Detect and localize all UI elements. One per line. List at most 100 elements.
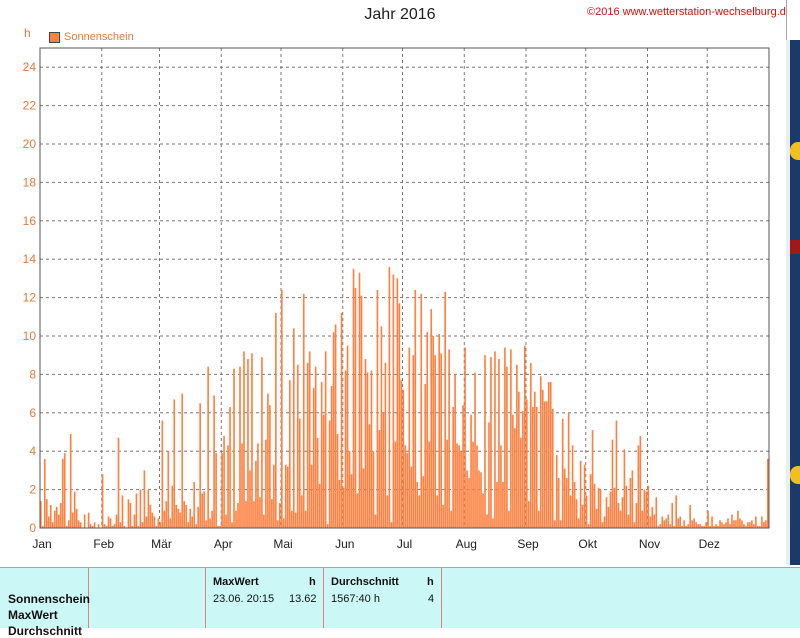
x-tick-label: Feb: [93, 537, 114, 551]
bar: [424, 384, 427, 528]
bar: [263, 514, 265, 528]
bar: [617, 503, 620, 528]
bar: [683, 520, 685, 528]
bar: [372, 451, 375, 528]
maxwert-value: 13.62: [289, 593, 317, 605]
x-tick-label: Okt: [578, 537, 597, 551]
bar: [765, 520, 767, 528]
bar: [298, 418, 301, 528]
bar: [699, 524, 701, 528]
bar: [418, 495, 421, 528]
bars: [40, 266, 769, 528]
bar: [269, 405, 271, 528]
bar: [480, 472, 482, 528]
bar: [283, 518, 285, 528]
bar: [543, 401, 546, 528]
bar: [633, 522, 636, 528]
bar: [587, 524, 590, 528]
y-tick-label: 22: [23, 99, 37, 113]
bar: [677, 518, 680, 528]
bar: [703, 526, 705, 528]
bar: [193, 481, 196, 528]
bar: [643, 489, 646, 528]
bar: [573, 481, 576, 528]
row-label-maxwert: MaxWert: [8, 608, 58, 622]
bar: [508, 510, 510, 528]
bar: [141, 522, 144, 528]
bar: [314, 366, 317, 528]
durchschnitt-column: Durchschnitt h 1567:40 h 4: [323, 568, 442, 628]
bar: [173, 399, 176, 528]
bar: [416, 481, 419, 528]
bar: [659, 524, 662, 528]
maxwert-header: MaxWert: [213, 576, 259, 588]
bar: [237, 503, 239, 528]
bar: [428, 441, 431, 528]
bar: [476, 445, 478, 528]
bar: [275, 312, 277, 528]
bar: [221, 453, 223, 528]
bar: [721, 522, 723, 528]
bar: [75, 508, 78, 528]
bar: [364, 359, 367, 528]
bar: [103, 524, 106, 528]
bar: [290, 510, 293, 528]
bar: [747, 522, 749, 528]
y-tick-label: 8: [29, 367, 36, 381]
bar: [185, 504, 188, 528]
bar: [414, 289, 417, 528]
bar: [324, 351, 327, 528]
bar: [213, 395, 215, 528]
bar: [583, 464, 586, 528]
bar: [701, 526, 703, 528]
bar: [233, 368, 235, 528]
bar: [529, 362, 532, 528]
bar: [609, 491, 612, 528]
bar: [129, 503, 132, 528]
bar: [729, 524, 731, 528]
bar: [661, 516, 664, 528]
y-tick-label: 2: [29, 483, 36, 497]
bar: [49, 504, 52, 528]
bar: [247, 359, 249, 528]
bar: [466, 470, 468, 528]
bar: [737, 510, 739, 528]
bar: [731, 514, 733, 528]
bar: [217, 526, 219, 528]
x-tick-label: Mär: [151, 537, 172, 551]
bar: [432, 336, 435, 528]
bar: [239, 366, 241, 528]
bar: [733, 520, 735, 528]
bar: [673, 526, 676, 528]
bar: [647, 485, 650, 528]
legend-swatch: [49, 31, 60, 43]
bar: [243, 351, 245, 528]
bar: [484, 355, 486, 528]
bar: [629, 478, 632, 528]
bar: [715, 524, 717, 528]
y-tick-label: 0: [29, 521, 36, 535]
bar: [161, 420, 164, 528]
y-tick-label: 16: [23, 214, 37, 228]
bar: [571, 445, 574, 528]
bar: [113, 524, 116, 528]
bar: [563, 468, 566, 528]
right-edge-fragment: [786, 0, 800, 565]
bar: [40, 501, 42, 528]
bar: [565, 478, 568, 528]
x-tick-label: Apr: [214, 537, 233, 551]
bar: [687, 524, 689, 528]
bar: [135, 493, 138, 528]
bar: [392, 274, 395, 528]
bar: [675, 495, 678, 528]
bar: [637, 445, 640, 528]
durchschnitt-header: Durchschnitt: [331, 576, 399, 588]
bar: [97, 524, 100, 528]
bar: [601, 522, 604, 528]
y-tick-label: 10: [23, 329, 37, 343]
bar: [279, 503, 281, 528]
bar: [561, 418, 564, 528]
bar: [488, 422, 490, 528]
bar: [376, 289, 379, 528]
